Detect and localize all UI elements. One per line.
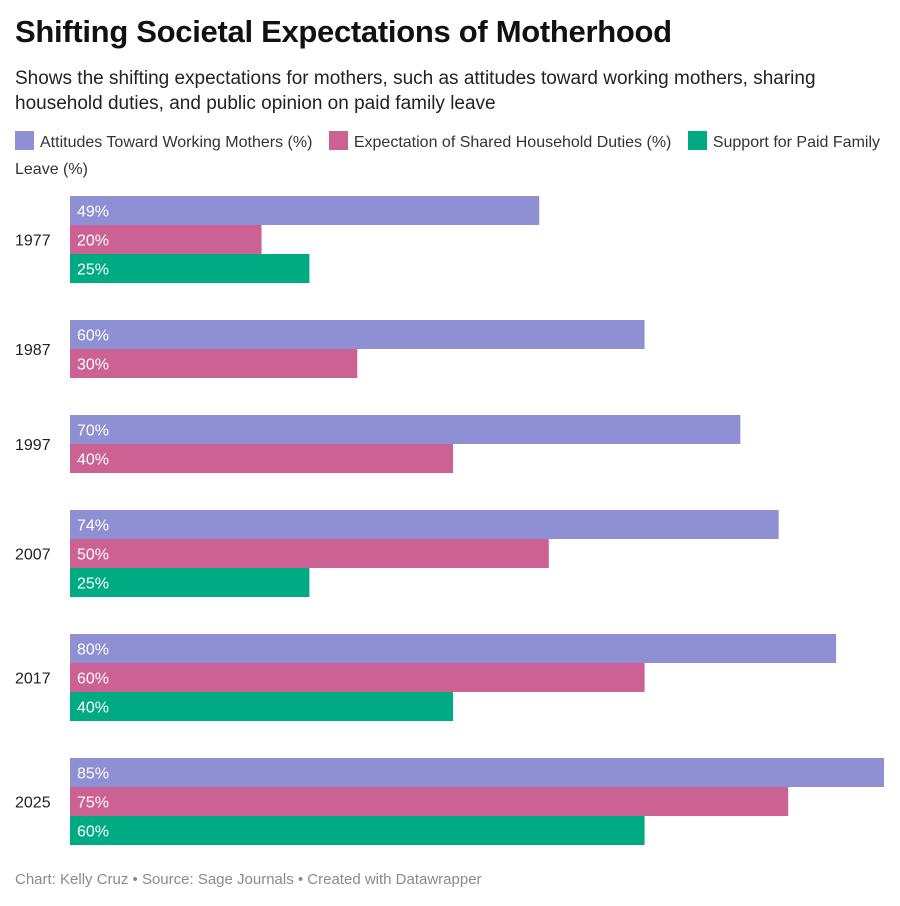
bar-1977-series-2 (70, 254, 310, 283)
bar-2007-series-1 (70, 539, 549, 568)
bar-1987-series-0 (70, 320, 645, 349)
legend-swatch-shared-duties (328, 131, 348, 150)
bar-1977-series-1 (70, 225, 262, 254)
data-label-2007-series-1: 50% (77, 547, 109, 564)
category-label-2017: 2017 (15, 671, 51, 688)
data-label-1997-series-1: 40% (77, 452, 109, 469)
data-label-2007-series-2: 25% (77, 576, 109, 593)
legend-label-shared-duties: Expectation of Shared Household Duties (… (353, 134, 672, 151)
chart-legend: Attitudes Toward Working Mothers (%) Exp… (15, 129, 895, 183)
chart-title: Shifting Societal Expectations of Mother… (15, 14, 672, 49)
bar-1977-series-0 (70, 196, 540, 225)
legend-item-shared-duties: Expectation of Shared Household Duties (… (328, 131, 676, 151)
bar-1987-series-1 (70, 349, 358, 378)
bar-1997-series-1 (70, 444, 454, 473)
data-label-2017-series-2: 40% (77, 700, 109, 717)
data-label-1977-series-1: 20% (77, 233, 109, 250)
data-label-2025-series-1: 75% (77, 795, 109, 812)
chart-subtitle: Shows the shifting expectations for moth… (15, 68, 816, 114)
data-label-1987-series-1: 30% (77, 357, 109, 374)
data-label-1997-series-0: 70% (77, 423, 109, 440)
bar-2025-series-0 (70, 758, 884, 787)
data-label-1977-series-2: 25% (77, 262, 109, 279)
bar-2025-series-1 (70, 787, 789, 816)
legend-label-working-mothers: Attitudes Toward Working Mothers (%) (40, 134, 313, 151)
data-label-2025-series-2: 60% (77, 824, 109, 841)
legend-swatch-paid-leave (687, 131, 707, 150)
category-label-1997: 1997 (15, 437, 51, 454)
data-label-2025-series-0: 85% (77, 766, 109, 783)
bar-2017-series-0 (70, 634, 837, 663)
bar-2017-series-2 (70, 692, 454, 721)
legend-item-working-mothers: Attitudes Toward Working Mothers (%) (15, 131, 317, 151)
chart-footer: Chart: Kelly Cruz • Source: Sage Journal… (15, 871, 482, 888)
data-label-2017-series-1: 60% (77, 671, 109, 688)
legend-swatch-working-mothers (15, 131, 34, 150)
category-label-1987: 1987 (15, 342, 51, 359)
legend-item-paid-leave: Support for Paid Family Leave (%) (15, 131, 881, 178)
data-label-1987-series-0: 60% (77, 328, 109, 345)
category-label-2007: 2007 (15, 547, 51, 564)
data-label-1977-series-0: 49% (77, 204, 109, 221)
bar-2007-series-2 (70, 568, 310, 597)
bar-2017-series-1 (70, 663, 645, 692)
category-label-1977: 1977 (15, 233, 51, 250)
legend-label-paid-leave: Support for Paid Family Leave (%) (15, 134, 881, 178)
data-label-2017-series-0: 80% (77, 642, 109, 659)
category-label-2025: 2025 (15, 795, 51, 812)
bar-2007-series-0 (70, 510, 779, 539)
bar-1997-series-0 (70, 415, 741, 444)
data-label-2007-series-0: 74% (77, 518, 109, 535)
bar-2025-series-2 (70, 816, 645, 845)
